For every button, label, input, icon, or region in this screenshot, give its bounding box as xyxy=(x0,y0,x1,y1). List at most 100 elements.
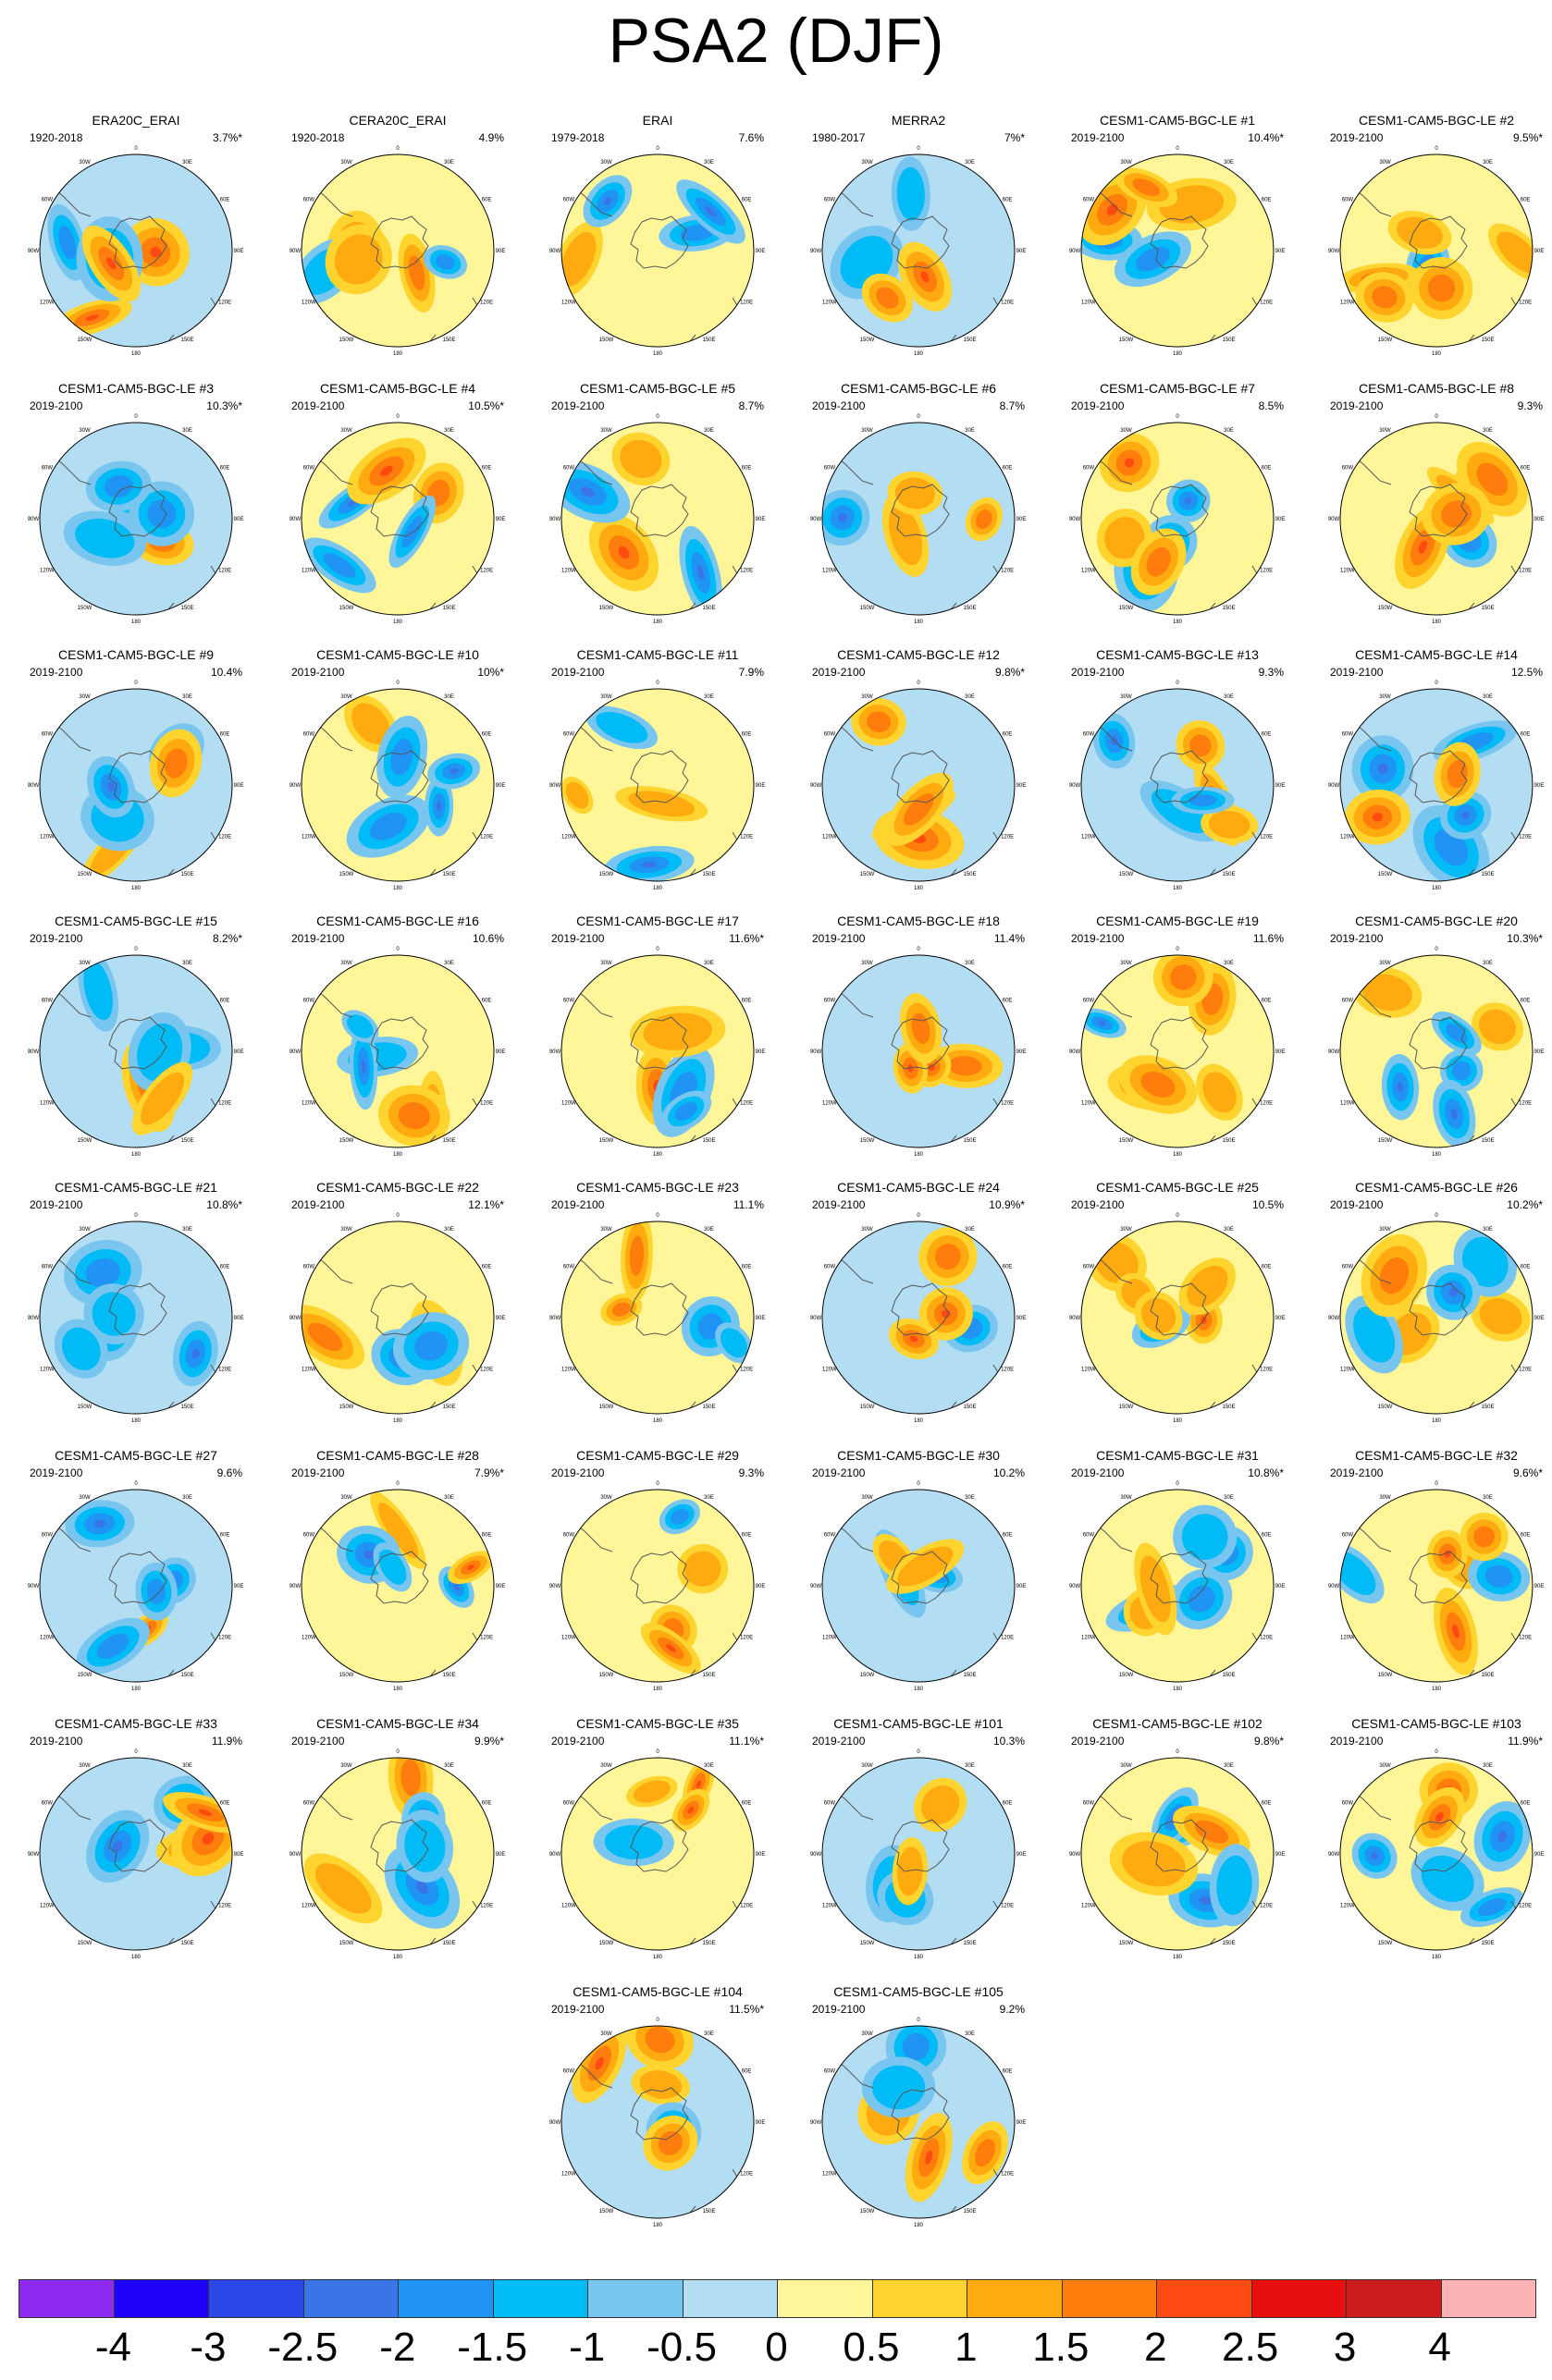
antarctica-coastline xyxy=(108,215,167,269)
panel-variance-percent: 10.5% xyxy=(1251,1198,1284,1211)
longitude-label: 120W xyxy=(1340,1368,1355,1373)
panel-variance-percent: 10.9%* xyxy=(989,1198,1025,1211)
longitude-label: 180 xyxy=(1432,351,1442,357)
map-border xyxy=(301,1757,495,1951)
longitude-label: 120E xyxy=(218,1368,231,1373)
longitude-label: 150W xyxy=(1119,1941,1134,1946)
panel-title: CESM1-CAM5-BGC-LE #25 xyxy=(1096,1180,1259,1195)
polar-stereographic-map: 0 30E 60E 90E 120E 150E 180 150W 120W 90W 60W 30W xyxy=(1328,1749,1545,1960)
longitude-label: 120W xyxy=(40,569,55,574)
colorbar-tick-label: 2 xyxy=(1144,2325,1167,2370)
longitude-label: 90E xyxy=(496,517,506,522)
colorbar-labels: -4 -3 -2.5 -2 -1.5 -1 -0.5 0 0.5 1 1.5 2 2.5 3 4 xyxy=(18,2323,1534,2378)
longitude-label: 30E xyxy=(704,1495,714,1501)
longitude-label: 120E xyxy=(740,1368,753,1373)
map-border xyxy=(560,1757,755,1951)
anomaly-contour xyxy=(398,1102,430,1130)
panel-variance-percent: 9.6% xyxy=(216,1466,242,1479)
map-panel-grid: ERA20C_ERAI 1920-2018 3.7%* 0 30E 60E 90E 120E 1… xyxy=(28,113,1545,2228)
anomaly-contour xyxy=(645,2026,675,2054)
polar-stereographic-map: 0 30E 60E 90E 120E 150E 180 150W 120W 90W 60W 30W xyxy=(810,2018,1027,2228)
longitude-label: 90E xyxy=(496,1049,506,1055)
longitude-label: 120E xyxy=(218,1101,231,1107)
longitude-label: 180 xyxy=(1173,620,1183,625)
longitude-label: 30E xyxy=(182,160,192,166)
panel-title: CESM1-CAM5-BGC-LE #4 xyxy=(319,381,476,396)
longitude-label: 0 xyxy=(1435,1213,1438,1219)
map-panel: CESM1-CAM5-BGC-LE #30 2019-2100 10.2% 0 30E 6… xyxy=(803,1448,1034,1698)
map-panel: CESM1-CAM5-BGC-LE #31 2019-2100 10.8%* 0 30E… xyxy=(1062,1448,1293,1698)
longitude-label: 120W xyxy=(561,1904,576,1909)
anomaly-contour xyxy=(83,960,113,1021)
longitude-label: 120E xyxy=(1001,569,1014,574)
panel-years: 2019-2100 xyxy=(551,666,605,679)
longitude-label: 30E xyxy=(704,1763,714,1769)
longitude-label: 60W xyxy=(824,2069,836,2075)
longitude-label: 30E xyxy=(1224,694,1234,700)
map-border xyxy=(301,1221,495,1415)
longitude-label: 30W xyxy=(1379,1227,1391,1233)
longitude-label: 120E xyxy=(740,835,753,840)
longitude-label: 120W xyxy=(561,1368,576,1373)
page-title: PSA2 (DJF) xyxy=(608,6,944,76)
map-border xyxy=(1080,153,1275,348)
polar-stereographic-map: 0 30E 60E 90E 120E 150E 180 150W 120W 90W 60W 30W xyxy=(28,681,244,891)
anomaly-contour xyxy=(1372,286,1398,309)
polar-stereographic-map: 0 30E 60E 90E 120E 150E 180 150W 120W 90W 60W 30W xyxy=(1069,1213,1286,1424)
anomaly-contour xyxy=(581,486,595,497)
longitude-label: 0 xyxy=(656,1749,659,1755)
polar-stereographic-map: 0 30E 60E 90E 120E 150E 180 150W 120W 90W 60W 30W xyxy=(810,146,1027,357)
anomaly-contour xyxy=(929,1064,935,1072)
anomaly-contour xyxy=(1479,1298,1522,1335)
longitude-label: 60W xyxy=(1342,1265,1354,1270)
longitude-label: 150E xyxy=(963,2209,976,2214)
anomaly-contour xyxy=(361,1060,366,1073)
antarctica-coastline xyxy=(370,1551,429,1604)
panel-variance-percent: 7.9%* xyxy=(474,1466,504,1479)
anomaly-contour xyxy=(75,518,135,558)
anomaly-contour xyxy=(705,206,717,217)
longitude-label: 90W xyxy=(810,1852,822,1858)
longitude-label: 180 xyxy=(393,620,403,625)
map-panel: CESM1-CAM5-BGC-LE #10 2019-2100 10%* 0 30E 60… xyxy=(282,647,513,897)
longitude-label: 0 xyxy=(917,146,920,152)
longitude-label: 120E xyxy=(1260,1101,1273,1107)
longitude-label: 150W xyxy=(339,1941,354,1946)
longitude-label: 120W xyxy=(561,835,576,840)
anomaly-contour xyxy=(58,225,77,260)
anomaly-contour xyxy=(1187,1265,1228,1307)
panel-title: CERA20C_ERAI xyxy=(349,113,447,128)
anomaly-contour xyxy=(1427,274,1456,302)
longitude-label: 60E xyxy=(482,732,492,738)
panel-title: CESM1-CAM5-BGC-LE #13 xyxy=(1096,647,1259,662)
longitude-label: 120W xyxy=(1340,1101,1355,1107)
longitude-label: 150W xyxy=(860,1138,875,1144)
anomaly-contour xyxy=(641,861,657,868)
panel-title: CESM1-CAM5-BGC-LE #30 xyxy=(837,1448,1000,1463)
longitude-label: 30W xyxy=(600,428,612,434)
panel-title: CESM1-CAM5-BGC-LE #21 xyxy=(55,1180,217,1195)
panel-title: CESM1-CAM5-BGC-LE #24 xyxy=(837,1180,1000,1195)
longitude-label: 120E xyxy=(1519,301,1532,306)
longitude-label: 90E xyxy=(1016,783,1027,789)
longitude-label: 60E xyxy=(1003,2069,1013,2075)
anomaly-contour xyxy=(1124,458,1135,468)
longitude-label: 180 xyxy=(1173,351,1183,357)
longitude-label: 180 xyxy=(914,351,924,357)
anomaly-contour xyxy=(921,1785,960,1825)
anomaly-contour xyxy=(934,1244,961,1270)
anomaly-contour xyxy=(106,257,117,270)
longitude-label: 90W xyxy=(28,1584,40,1589)
anomaly-contour xyxy=(147,499,177,529)
longitude-label: 150W xyxy=(599,606,614,611)
polar-stereographic-map: 0 30E 60E 90E 120E 150E 180 150W 120W 90W 60W 30W xyxy=(810,414,1027,625)
antarctica-coastline xyxy=(108,1282,167,1336)
longitude-label: 60W xyxy=(824,466,836,472)
anomaly-contour xyxy=(150,246,162,258)
panel-variance-percent: 10.3%* xyxy=(206,399,242,412)
longitude-label: 120W xyxy=(1081,1636,1096,1641)
longitude-label: 60E xyxy=(482,1265,492,1270)
anomaly-contour xyxy=(1421,1855,1474,1902)
anomaly-contour xyxy=(85,314,99,321)
longitude-label: 90E xyxy=(234,1049,244,1055)
